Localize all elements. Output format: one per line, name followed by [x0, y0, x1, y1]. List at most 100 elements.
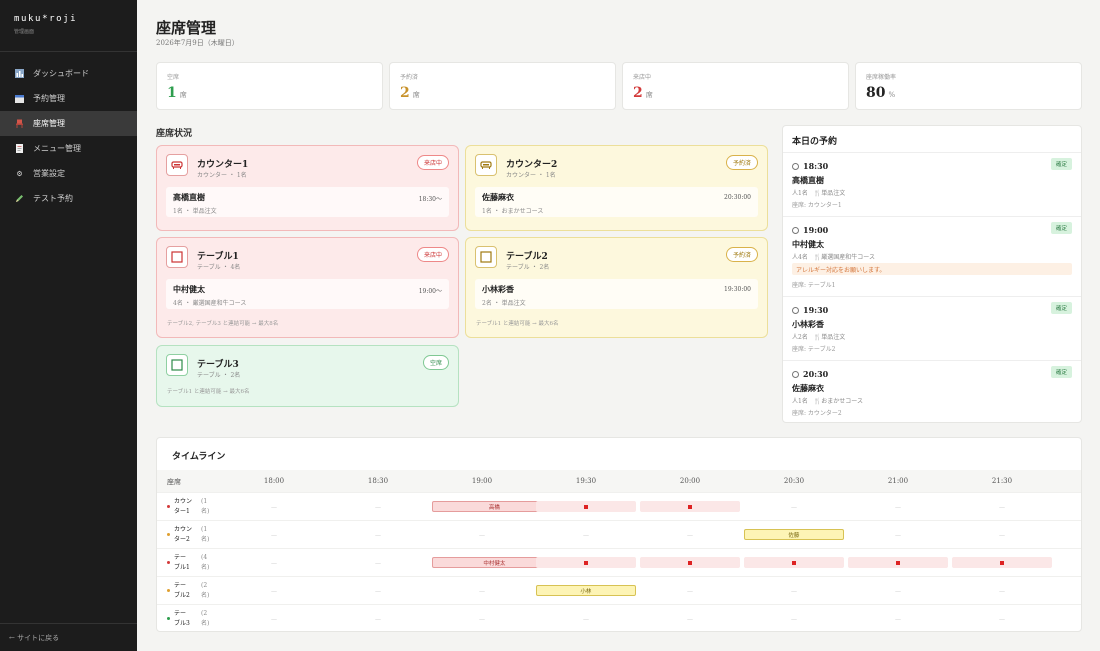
stat-value-row: 80% — [866, 85, 1071, 101]
row-capacity: (2 名) — [201, 610, 210, 627]
empty-slot[interactable]: — — [999, 588, 1005, 595]
empty-slot[interactable]: — — [687, 616, 693, 623]
empty-slot[interactable]: — — [479, 616, 485, 623]
dashboard-icon — [15, 69, 24, 78]
empty-slot[interactable]: — — [791, 504, 797, 511]
empty-slot[interactable]: — — [791, 616, 797, 623]
guest-info[interactable]: 佐藤麻衣 1名 ・ おまかせコース 20:30:00 — [475, 187, 758, 217]
guest-name: 佐藤麻衣 — [482, 192, 514, 202]
reservation-item[interactable]: 18:30 確定 高橋直樹 人1名 🍴単品注文 座席: カウンター1 — [783, 153, 1081, 217]
sidebar-item-business-settings[interactable]: ⚙ 営業設定 — [0, 161, 137, 186]
empty-slot[interactable]: — — [895, 588, 901, 595]
guest-info[interactable]: 中村健太 4名 ・ 厳選国産和牛コース 19:00〜 — [166, 279, 449, 309]
empty-slot[interactable]: — — [479, 588, 485, 595]
time-header: 20:00 — [679, 477, 701, 485]
seat-card-table3[interactable]: テーブル3 テーブル ・ 2名 空席 テーブル1 と連結可能 → 最大6名 — [156, 345, 459, 407]
row-capacity: (4 名) — [201, 554, 210, 571]
empty-slot[interactable]: — — [583, 532, 589, 539]
brand: muku*roji 管理画面 — [0, 0, 137, 35]
seat-card-counter1[interactable]: カウンター1 カウンター ・ 1名 来店中 高橋直樹 1名 ・ 単品注文 18:… — [156, 145, 459, 231]
seat-card-counter2[interactable]: カウンター2 カウンター ・ 1名 予約済 佐藤麻衣 1名 ・ おまかせコース … — [465, 145, 768, 231]
stat-label: 予約済 — [400, 74, 419, 81]
time-header: 21:00 — [887, 477, 909, 485]
sidebar-item-menu[interactable]: メニュー管理 — [0, 136, 137, 161]
occupied-slot[interactable] — [536, 501, 636, 512]
occupied-slot[interactable] — [744, 557, 844, 568]
empty-slot[interactable]: — — [375, 560, 381, 567]
row-seat-name: テー ブル2 — [174, 582, 190, 599]
empty-slot[interactable]: — — [999, 504, 1005, 511]
occupied-slot[interactable] — [848, 557, 948, 568]
empty-slot[interactable]: — — [687, 532, 693, 539]
occupied-marker — [792, 560, 796, 565]
empty-slot[interactable]: — — [479, 532, 485, 539]
reservation-time: 19:30 — [792, 305, 828, 315]
reservation-item[interactable]: 20:30 確定 佐藤麻衣 人1名 🍴おまかせコース 座席: カウンター2 — [783, 361, 1081, 423]
reservation-item[interactable]: 19:30 確定 小林彩香 人2名 🍴単品注文 座席: テーブル2 — [783, 297, 1081, 361]
guest-info[interactable]: 高橋直樹 1名 ・ 単品注文 18:30〜 — [166, 187, 449, 217]
panel-title: 本日の予約 — [783, 126, 1081, 153]
back-to-site-link[interactable]: ← サイトに戻る — [0, 623, 137, 651]
time-header: 19:30 — [575, 477, 597, 485]
empty-slot[interactable]: — — [271, 560, 277, 567]
reservation-detail: 人4名 🍴厳選国産和牛コース — [792, 254, 875, 261]
row-capacity: (1 名) — [201, 526, 210, 543]
sidebar-item-test-reservation[interactable]: テスト予約 — [0, 186, 137, 211]
reservation-name: 高橋直樹 — [792, 175, 824, 185]
seat-column-header: 座席 — [167, 478, 181, 486]
empty-slot[interactable]: — — [375, 504, 381, 511]
seat-name: カウンター2 — [506, 160, 558, 170]
timeline-panel: タイムライン 座席 18:00 18:30 19:00 19:30 20:00 20:30… — [156, 437, 1082, 632]
occupied-slot[interactable] — [952, 557, 1052, 568]
brand-logo[interactable]: muku*roji — [14, 14, 78, 24]
empty-slot[interactable]: — — [895, 504, 901, 511]
timeline-row: カウン ター2 (1 名) — — — — — — — 佐藤 — [157, 520, 1081, 548]
row-seat-name: カウン ター1 — [174, 498, 193, 515]
empty-slot[interactable]: — — [999, 532, 1005, 539]
empty-slot[interactable]: — — [271, 588, 277, 595]
empty-slot[interactable]: — — [999, 616, 1005, 623]
empty-slot[interactable]: — — [271, 532, 277, 539]
occupied-marker — [896, 560, 900, 565]
sidebar-item-seats[interactable]: 座席管理 — [0, 111, 137, 136]
timeline-row: カウン ター1 (1 名) — — — — — 高橋 — [157, 492, 1081, 520]
brand-subtitle: 管理画面 — [14, 29, 35, 35]
occupied-marker — [1000, 560, 1004, 565]
clock-icon — [792, 307, 799, 314]
occupied-slot[interactable] — [536, 557, 636, 568]
occupied-slot[interactable] — [640, 557, 740, 568]
link-note: テーブル2, テーブル3 と連結可能 → 最大8名 — [167, 321, 279, 327]
occupied-marker — [688, 560, 692, 565]
stat-value: 2 — [400, 85, 410, 101]
reservation-block[interactable]: 小林 — [536, 585, 636, 596]
guest-detail: 1名 ・ 単品注文 — [173, 208, 217, 215]
sidebar-divider — [0, 51, 137, 52]
seat-card-table2[interactable]: テーブル2 テーブル ・ 2名 予約済 小林彩香 2名 ・ 単品注文 19:30… — [465, 237, 768, 338]
empty-slot[interactable]: — — [375, 616, 381, 623]
reservation-item[interactable]: 19:00 確定 中村健太 人4名 🍴厳選国産和牛コース アレルギー対応をお願い… — [783, 217, 1081, 297]
seat-card-table1[interactable]: テーブル1 テーブル ・ 4名 来店中 中村健太 4名 ・ 厳選国産和牛コース … — [156, 237, 459, 338]
time-text: 19:30 — [803, 305, 829, 315]
occupied-slot[interactable] — [640, 501, 740, 512]
reservation-detail: 人2名 🍴単品注文 — [792, 334, 846, 341]
empty-slot[interactable]: — — [895, 616, 901, 623]
sidebar-item-reservations[interactable]: 予約管理 — [0, 86, 137, 111]
empty-slot[interactable]: — — [583, 616, 589, 623]
empty-slot[interactable]: — — [687, 588, 693, 595]
empty-slot[interactable]: — — [895, 532, 901, 539]
reservation-name: 中村健太 — [792, 239, 824, 249]
empty-slot[interactable]: — — [271, 504, 277, 511]
time-header: 19:00 — [471, 477, 493, 485]
reservation-seat: 座席: テーブル1 — [792, 282, 836, 289]
reservation-block[interactable]: 佐藤 — [744, 529, 844, 540]
sidebar-item-dashboard[interactable]: ダッシュボード — [0, 61, 137, 86]
empty-slot[interactable]: — — [791, 588, 797, 595]
clock-icon — [792, 227, 799, 234]
empty-slot[interactable]: — — [271, 616, 277, 623]
guest-info[interactable]: 小林彩香 2名 ・ 単品注文 19:30:00 — [475, 279, 758, 309]
reservation-time: 19:00 — [792, 225, 828, 235]
seat-type: テーブル ・ 4名 — [197, 264, 241, 271]
empty-slot[interactable]: — — [375, 588, 381, 595]
empty-slot[interactable]: — — [375, 532, 381, 539]
